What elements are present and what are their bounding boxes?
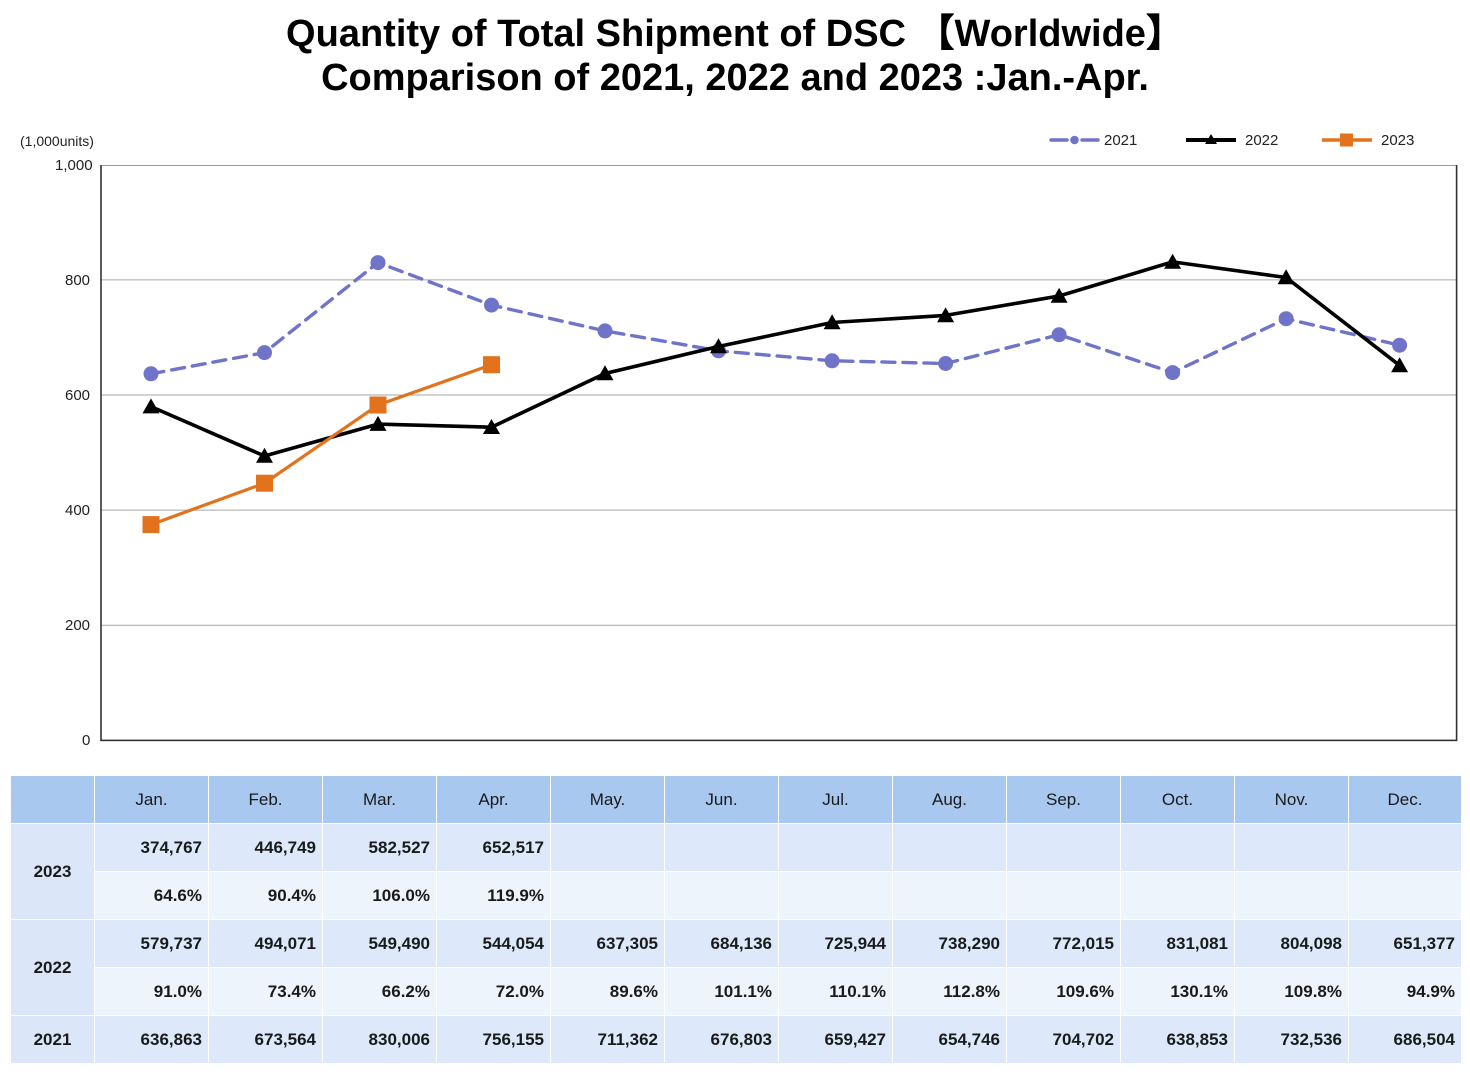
svg-text:2023: 2023 (1381, 132, 1414, 149)
svg-text:2021: 2021 (1104, 132, 1137, 149)
svg-text:2022: 2022 (1245, 132, 1278, 149)
